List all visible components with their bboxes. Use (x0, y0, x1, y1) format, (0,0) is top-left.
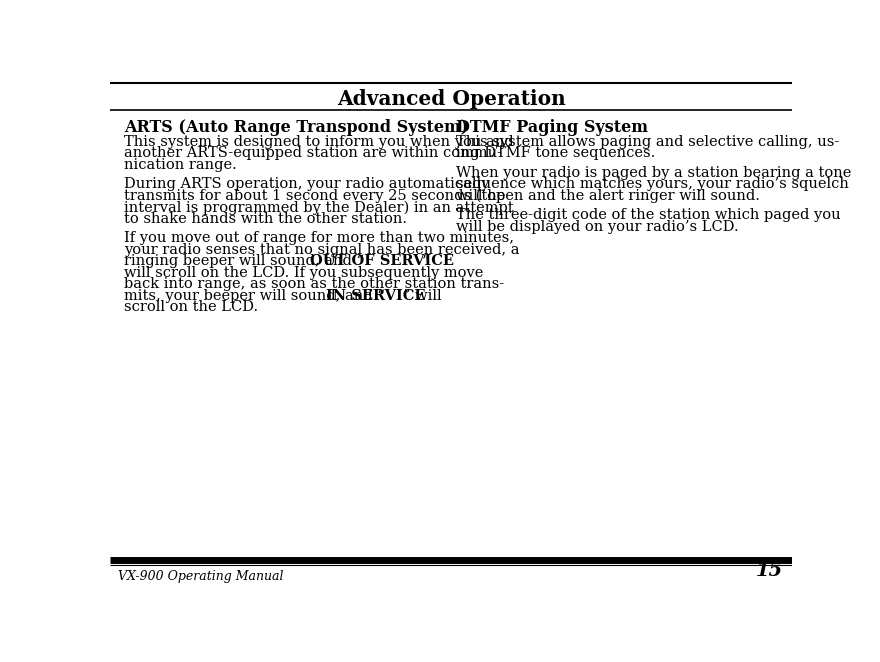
Text: mits, your beeper will sound, and “: mits, your beeper will sound, and “ (124, 289, 385, 303)
Text: will scroll on the LCD. If you subsequently move: will scroll on the LCD. If you subsequen… (124, 265, 483, 280)
Text: scroll on the LCD.: scroll on the LCD. (124, 301, 258, 314)
Text: This system allows paging and selective calling, us-: This system allows paging and selective … (457, 135, 840, 149)
Text: If you move out of range for more than two minutes,: If you move out of range for more than t… (124, 231, 514, 245)
Text: When your radio is paged by a station bearing a tone: When your radio is paged by a station be… (457, 166, 852, 179)
Text: ” will: ” will (403, 289, 442, 303)
Text: This system is designed to inform you when you and: This system is designed to inform you wh… (124, 135, 514, 149)
Text: OUT OF SERVICE: OUT OF SERVICE (310, 254, 454, 268)
Text: ringing beeper will sound, and “: ringing beeper will sound, and “ (124, 254, 364, 268)
Text: transmits for about 1 second every 25 seconds (the: transmits for about 1 second every 25 se… (124, 189, 505, 203)
Text: your radio senses that no signal has been received, a: your radio senses that no signal has bee… (124, 243, 519, 257)
Text: ing DTMF tone sequences.: ing DTMF tone sequences. (457, 146, 656, 160)
Text: ARTS (Auto Range Transpond System): ARTS (Auto Range Transpond System) (124, 119, 468, 136)
Text: IN SERVICE: IN SERVICE (326, 289, 426, 303)
Text: VX-900 Operating Manual: VX-900 Operating Manual (118, 569, 283, 583)
Text: sequence which matches yours, your radio’s squelch: sequence which matches yours, your radio… (457, 177, 849, 191)
Text: During ARTS operation, your radio automatically: During ARTS operation, your radio automa… (124, 177, 489, 191)
Text: back into range, as soon as the other station trans-: back into range, as soon as the other st… (124, 277, 504, 291)
Text: interval is programmed by the Dealer) in an attempt: interval is programmed by the Dealer) in… (124, 201, 514, 214)
Text: DTMF Paging System: DTMF Paging System (457, 119, 649, 136)
Text: nication range.: nication range. (124, 158, 237, 172)
Text: The three-digit code of the station which paged you: The three-digit code of the station whic… (457, 208, 841, 222)
Text: will open and the alert ringer will sound.: will open and the alert ringer will soun… (457, 189, 760, 203)
Text: to shake hands with the other station.: to shake hands with the other station. (124, 212, 407, 226)
Text: Advanced Operation: Advanced Operation (337, 89, 565, 109)
Text: 15: 15 (755, 561, 782, 580)
Text: another ARTS-equipped station are within commu-: another ARTS-equipped station are within… (124, 146, 502, 160)
Text: ”: ” (422, 254, 429, 268)
Text: will be displayed on your radio’s LCD.: will be displayed on your radio’s LCD. (457, 220, 739, 234)
